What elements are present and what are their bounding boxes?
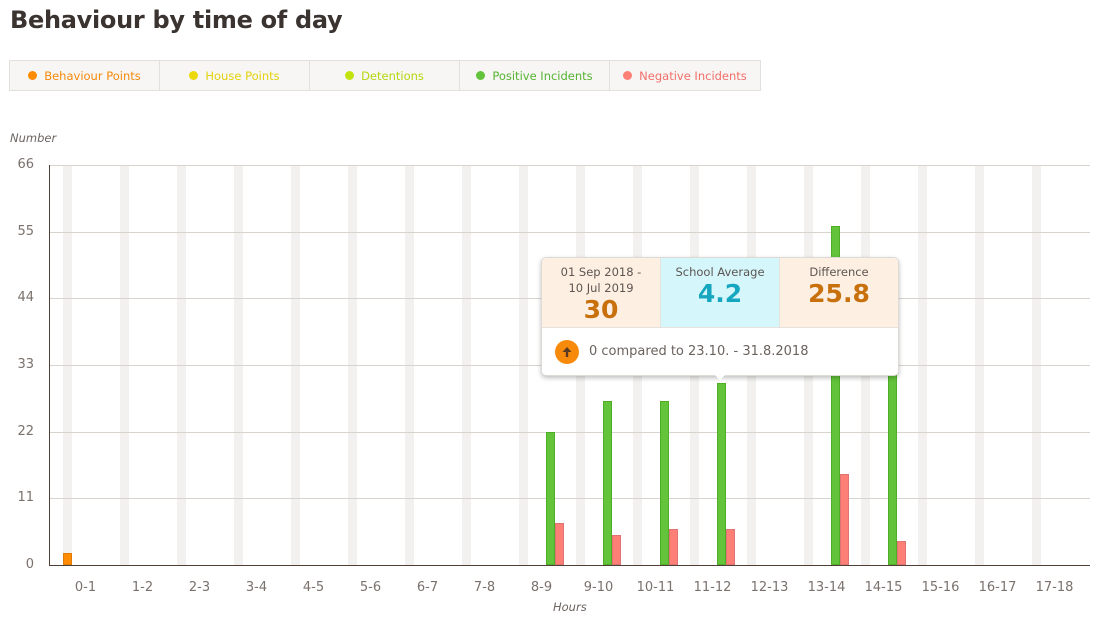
bar-positive-incidents[interactable] <box>546 431 555 565</box>
legend-item-positive-incidents[interactable]: Positive Incidents <box>460 61 610 90</box>
y-axis-title: Number <box>10 131 57 145</box>
bar-positive-incidents[interactable] <box>831 225 840 565</box>
x-tick-label: 13-14 <box>807 580 846 595</box>
bar-negative-incidents[interactable] <box>897 540 906 565</box>
x-tick-label: 7-8 <box>473 580 496 595</box>
legend-dot-icon <box>28 71 38 80</box>
legend-label: Negative Incidents <box>639 68 747 83</box>
bar-negative-incidents[interactable] <box>555 522 564 565</box>
bar-negative-incidents[interactable] <box>840 474 849 565</box>
x-tick-label: 10-11 <box>636 580 675 595</box>
x-tick-label: 3-4 <box>245 580 268 595</box>
x-tick-label: 8-9 <box>530 580 553 595</box>
tooltip-average-cell: School Average 4.2 <box>661 258 780 327</box>
gridline <box>49 165 1090 166</box>
page-title: Behaviour by time of day <box>10 6 343 34</box>
legend-dot-icon <box>476 71 486 80</box>
tooltip-period-cell: 01 Sep 2018 - 10 Jul 2019 30 <box>542 258 661 327</box>
data-tooltip: 01 Sep 2018 - 10 Jul 2019 30 School Aver… <box>541 257 899 376</box>
legend-label: House Points <box>205 68 280 83</box>
tooltip-pointer <box>715 375 725 380</box>
bar-positive-incidents[interactable] <box>660 401 669 565</box>
y-tick-label: 55 <box>17 223 34 239</box>
tooltip-difference-label: Difference <box>809 265 869 279</box>
tooltip-period-label-2: 10 Jul 2019 <box>568 281 634 295</box>
y-tick-label: 0 <box>25 557 34 572</box>
bar-positive-incidents[interactable] <box>888 352 897 565</box>
tooltip-difference-value: 25.8 <box>808 279 870 308</box>
legend-label: Detentions <box>361 68 424 83</box>
gridline <box>49 231 1090 233</box>
tooltip-comparison-text: 0 compared to 23.10. - 31.8.2018 <box>589 344 809 359</box>
bar-negative-incidents[interactable] <box>669 528 678 565</box>
bar-negative-incidents[interactable] <box>726 528 735 565</box>
y-tick-label: 44 <box>17 290 34 306</box>
x-tick-label: 15-16 <box>921 580 960 595</box>
x-tick-label: 11-12 <box>693 580 732 595</box>
legend-dot-icon <box>345 71 355 80</box>
x-axis-title: Hours <box>553 600 587 614</box>
x-tick-label: 9-10 <box>583 580 614 595</box>
legend-item-negative-incidents[interactable]: Negative Incidents <box>610 61 760 90</box>
arrow-up-icon <box>555 339 579 364</box>
gridline <box>49 498 1090 500</box>
legend-item-house-points[interactable]: House Points <box>160 61 310 90</box>
y-axis-line <box>49 165 50 566</box>
chart-legend: Behaviour Points House Points Detentions Po… <box>9 60 761 91</box>
legend-label: Behaviour Points <box>44 68 141 83</box>
y-tick-label: 11 <box>17 490 34 506</box>
legend-item-detentions[interactable]: Detentions <box>310 61 460 90</box>
x-tick-label: 2-3 <box>188 580 211 595</box>
y-tick-label: 66 <box>17 157 34 172</box>
legend-label: Positive Incidents <box>492 68 593 83</box>
x-tick-label: 17-18 <box>1035 580 1074 595</box>
x-tick-label: 14-15 <box>864 580 903 595</box>
tooltip-average-label: School Average <box>675 265 765 279</box>
y-tick-label: 22 <box>17 423 34 439</box>
x-tick-label: 0-1 <box>74 580 97 595</box>
tooltip-period-value: 30 <box>583 295 619 324</box>
bar-negative-incidents[interactable] <box>612 534 621 565</box>
x-tick-label: 12-13 <box>750 580 789 595</box>
x-tick-label: 1-2 <box>131 580 154 595</box>
tooltip-difference-cell: Difference 25.8 <box>780 258 898 327</box>
x-tick-label: 5-6 <box>359 580 382 595</box>
x-tick-label: 16-17 <box>978 580 1017 595</box>
bar-behaviour-points[interactable] <box>63 552 72 565</box>
x-tick-label: 6-7 <box>416 580 439 595</box>
legend-item-behaviour-points[interactable]: Behaviour Points <box>10 61 160 90</box>
tooltip-average-value: 4.2 <box>697 279 743 308</box>
x-tick-label: 4-5 <box>302 580 325 595</box>
bar-positive-incidents[interactable] <box>717 383 726 565</box>
legend-dot-icon <box>623 71 633 80</box>
bar-positive-incidents[interactable] <box>603 401 612 565</box>
tooltip-period-label-1: 01 Sep 2018 - <box>560 265 642 279</box>
x-axis-line <box>49 565 1090 566</box>
legend-dot-icon <box>189 71 199 80</box>
gridline <box>49 431 1090 433</box>
y-tick-label: 33 <box>17 357 34 372</box>
